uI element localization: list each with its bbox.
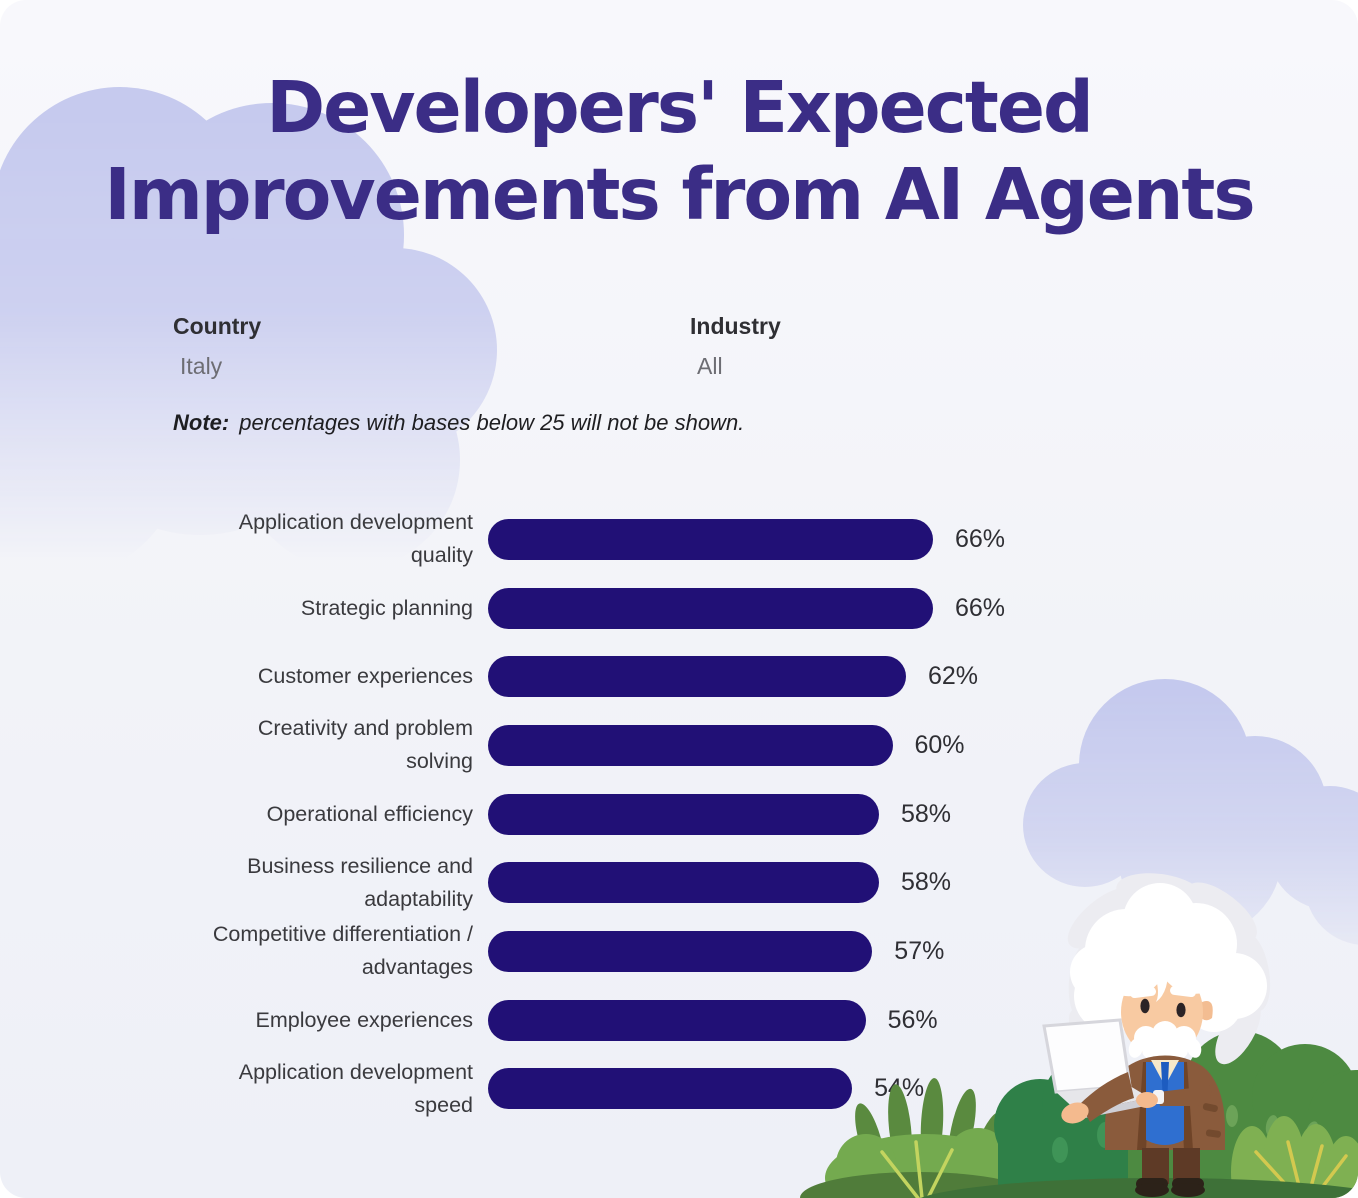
chart-row: Competitive differentiation / advantages 5… (170, 917, 1070, 986)
bar[interactable] (488, 999, 866, 1041)
bar-chart: Application development quality 66% Strateg… (170, 505, 1070, 1123)
category-label: Strategic planning (300, 595, 473, 620)
chart-note-label: Note: (173, 410, 230, 435)
page-title: Developers' Expected Improvements from A… (0, 64, 1358, 238)
bar[interactable] (488, 518, 933, 560)
category-label: Customer experiences (257, 664, 473, 689)
chart-row: Application development quality 66% (170, 505, 1070, 574)
category-label: Employee experiences (255, 1007, 473, 1032)
filter-country-value[interactable]: Italy (180, 353, 223, 379)
filter-industry-value[interactable]: All (697, 353, 723, 379)
bar[interactable] (488, 587, 933, 629)
category-label: Application development speed (238, 1059, 473, 1117)
chart-row: Employee experiences 56% (170, 986, 1070, 1055)
chart-row: Strategic planning 66% (170, 574, 1070, 643)
value-label: 66% (955, 593, 1006, 622)
value-label: 57% (894, 936, 945, 965)
filter-industry-label: Industry (690, 313, 781, 339)
chart-note-text: percentages with bases below 25 will not… (239, 410, 745, 435)
chart-row: Operational efficiency 58% (170, 780, 1070, 849)
page-title-line2: Improvements from AI Agents (104, 153, 1255, 236)
filter-country: Country Italy (173, 313, 261, 380)
value-label: 54% (874, 1074, 925, 1103)
bar[interactable] (488, 724, 893, 766)
bar[interactable] (488, 656, 906, 698)
bar[interactable] (488, 930, 873, 972)
bar[interactable] (488, 793, 879, 835)
chart-row: Creativity and problem solving 60% (170, 711, 1070, 780)
filter-country-label: Country (173, 313, 262, 339)
value-label: 58% (901, 799, 952, 828)
value-label: 66% (955, 524, 1006, 553)
filter-industry: Industry All (690, 313, 781, 380)
chart-note: Note: percentages with bases below 25 wil… (173, 410, 744, 436)
category-label: Application development quality (238, 510, 473, 568)
chart-row: Application development speed 54% (170, 1055, 1070, 1124)
bar[interactable] (488, 1068, 853, 1110)
category-label: Creativity and problem solving (257, 716, 473, 774)
value-label: 62% (928, 662, 979, 691)
value-label: 60% (914, 730, 965, 759)
category-label: Business resilience and adaptability (247, 853, 473, 911)
chart-row: Customer experiences 62% (170, 642, 1070, 711)
value-label: 56% (887, 1005, 938, 1034)
chart-row: Business resilience and adaptability 58% (170, 848, 1070, 917)
category-label: Operational efficiency (266, 801, 473, 826)
page-title-line1: Developers' Expected (266, 66, 1094, 149)
bar[interactable] (488, 862, 879, 904)
value-label: 58% (901, 868, 952, 897)
category-label: Competitive differentiation / advantages (212, 922, 473, 980)
